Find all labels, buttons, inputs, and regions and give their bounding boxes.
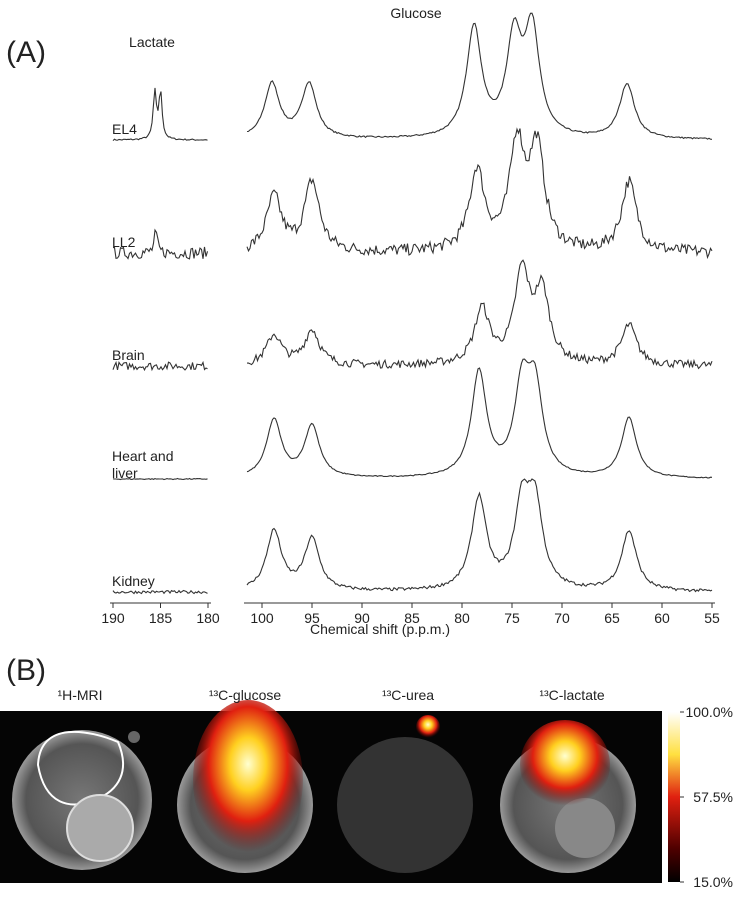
spectrum	[112, 477, 208, 481]
row-label-line: LL2	[112, 234, 136, 250]
mri-images	[12, 700, 636, 873]
x-tick-label: 55	[704, 610, 720, 626]
x-tick-label: 190	[101, 610, 125, 626]
x-tick-label: 85	[404, 610, 420, 626]
spectrum	[246, 12, 713, 140]
panel-label: (B)	[6, 654, 46, 687]
spectrum	[246, 127, 713, 260]
image-title: ¹³C-urea	[382, 687, 434, 703]
region-title: Glucose	[390, 5, 442, 21]
region-title: Lactate	[129, 34, 175, 50]
spectrum	[112, 228, 209, 260]
x-tick-label: 90	[354, 610, 370, 626]
row-label: Heart and liver	[112, 448, 173, 481]
x-tick-label: 185	[149, 610, 173, 626]
spectrum	[247, 259, 713, 370]
row-label: LL2	[112, 234, 136, 250]
spectrum	[112, 87, 208, 142]
colorbar	[668, 712, 680, 882]
x-tick-label: 180	[196, 610, 220, 626]
colorbar-label: 15.0%	[693, 874, 733, 890]
spectrum	[246, 358, 713, 479]
image-title: ¹³C-lactate	[539, 687, 605, 703]
spectrum	[112, 589, 208, 595]
row-label-line: Kidney	[112, 573, 155, 589]
row-label-line: EL4	[112, 121, 137, 137]
x-tick-label: 95	[304, 610, 320, 626]
x-tick-label: 75	[504, 610, 520, 626]
panel-label: (A)	[6, 36, 46, 69]
x-tick-label: 100	[250, 610, 274, 626]
x-tick-label: 65	[604, 610, 620, 626]
image-title: ¹³C-glucose	[209, 687, 282, 703]
row-label: EL4	[112, 121, 137, 137]
colorbar-label: 57.5%	[693, 789, 733, 805]
row-label-line: Brain	[112, 347, 145, 363]
colorbar-label: 100.0%	[686, 704, 733, 720]
spectrum	[246, 478, 713, 593]
row-label: Kidney	[112, 573, 155, 589]
x-tick-label: 60	[654, 610, 670, 626]
row-label-line: liver	[112, 465, 138, 481]
row-label: Brain	[112, 347, 145, 363]
row-label-line: Heart and	[112, 448, 173, 464]
image-title: ¹H-MRI	[57, 687, 102, 703]
x-tick-label: 70	[554, 610, 570, 626]
spectrum	[112, 360, 208, 372]
x-tick-label: 80	[454, 610, 470, 626]
x-axis-label: Chemical shift (p.p.m.)	[310, 621, 450, 637]
